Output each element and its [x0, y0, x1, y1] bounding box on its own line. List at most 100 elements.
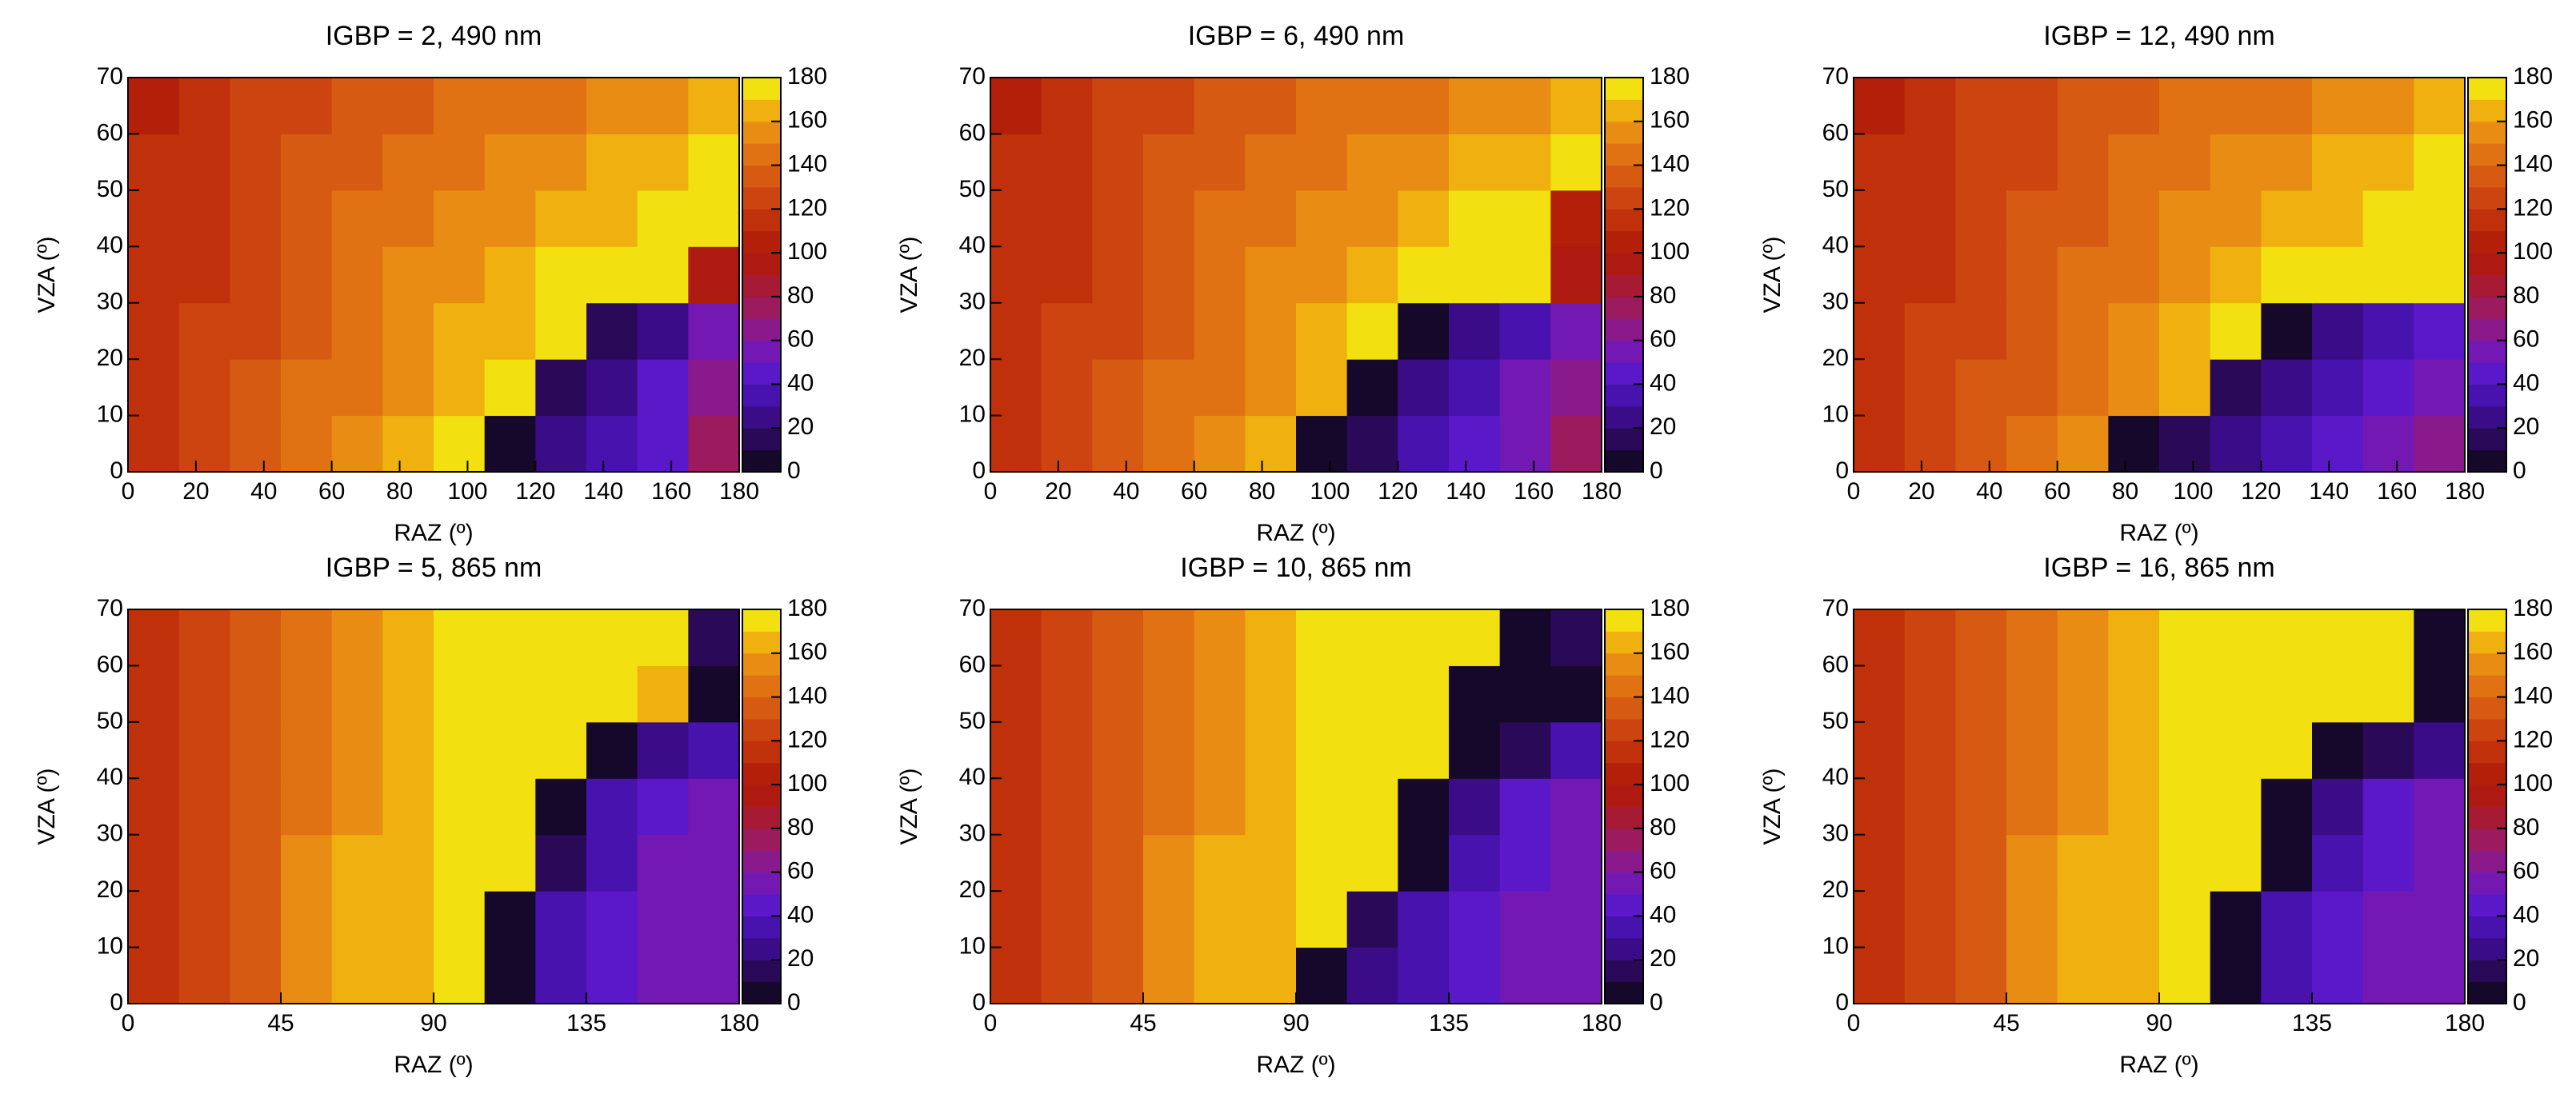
colorbar-swatch — [742, 428, 781, 451]
y-tick-label: 20 — [1822, 345, 1849, 371]
x-tick-label: 60 — [2044, 478, 2070, 505]
y-tick-label: 10 — [959, 401, 986, 427]
colorbar-tick-label: 100 — [787, 770, 827, 797]
heatmap-cell — [178, 778, 230, 836]
heatmap-cell — [1398, 359, 1450, 417]
heatmap-cell — [178, 359, 230, 417]
heatmap-cell — [586, 665, 638, 723]
heatmap-cell — [1854, 834, 1906, 892]
x-tick-label: 40 — [1976, 478, 2002, 505]
heatmap-cell — [1854, 947, 1906, 1004]
heatmap-cell — [178, 721, 230, 779]
heatmap-cell — [178, 834, 230, 892]
heatmap-cell — [1449, 415, 1501, 473]
x-tick-label: 90 — [420, 1010, 446, 1036]
y-tick-label: 10 — [959, 932, 986, 959]
heatmap-cell — [128, 947, 180, 1004]
heatmap-cell — [1449, 302, 1501, 360]
heatmap-cell — [1296, 134, 1348, 191]
plot-frame — [1853, 77, 2466, 473]
x-tick-label: 180 — [2445, 478, 2485, 505]
panel-title: IGBP = 5, 865 nm — [326, 553, 542, 583]
colorbar-swatch — [1605, 916, 1643, 939]
colorbar-tick-label: 0 — [2513, 989, 2526, 1016]
colorbar-swatch — [1605, 762, 1643, 785]
heatmap-cell — [1041, 134, 1093, 191]
colorbar-swatch — [2468, 121, 2506, 144]
heatmap-cell — [230, 778, 282, 836]
heatmap-cell — [434, 415, 486, 473]
heatmap-cell — [1194, 78, 1246, 134]
heatmap-cell — [2006, 78, 2058, 134]
colorbar-tick-label: 80 — [1650, 814, 1676, 840]
heatmap-cell — [331, 721, 383, 779]
heatmap-cell — [1041, 190, 1093, 247]
heatmap-cell — [637, 78, 689, 134]
heatmap-cell — [2261, 778, 2313, 836]
heatmap-cell — [2159, 834, 2211, 892]
heatmap-cell — [1854, 891, 1906, 948]
heatmap-cell — [331, 359, 383, 417]
heatmap-cell — [2057, 415, 2109, 473]
colorbar-swatch — [742, 143, 781, 166]
heatmap-cell — [1904, 190, 1956, 247]
heatmap-cell — [535, 721, 587, 779]
heatmap-cell — [2108, 190, 2160, 247]
heatmap-cell — [2057, 834, 2109, 892]
heatmap-cell — [434, 665, 486, 723]
heatmap-cell — [1499, 302, 1551, 360]
heatmap-cell — [2006, 415, 2058, 473]
colorbar-swatch — [2468, 718, 2506, 741]
heatmap-cell — [484, 665, 536, 723]
heatmap-cell — [1346, 721, 1398, 779]
colorbar-swatch — [742, 609, 781, 632]
heatmap-cell — [1245, 834, 1297, 892]
heatmap-cell — [586, 246, 638, 304]
heatmap-cell — [688, 78, 740, 134]
heatmap-cell — [1194, 134, 1246, 191]
heatmap-cell — [1296, 415, 1348, 473]
heatmap-cell — [128, 302, 180, 360]
heatmap-cell — [2261, 134, 2313, 191]
heatmap-cell — [990, 609, 1042, 666]
heatmap-cell — [434, 190, 486, 247]
colorbar-swatch — [742, 296, 781, 319]
heatmap-cell — [2057, 134, 2109, 191]
heatmap-cell — [1904, 78, 1956, 134]
x-tick-label: 140 — [2309, 478, 2349, 505]
heatmap-cell — [1092, 415, 1144, 473]
colorbar-tick-label: 100 — [787, 238, 827, 265]
colorbar-tick-label: 20 — [787, 945, 814, 972]
y-tick-label: 10 — [97, 401, 123, 427]
heatmap-cell — [382, 246, 434, 304]
y-tick-label: 70 — [97, 595, 123, 621]
y-tick-label: 0 — [1835, 457, 1849, 484]
heatmap-cell — [2362, 609, 2414, 666]
colorbar-swatch — [1605, 697, 1643, 720]
colorbar-swatch — [1605, 806, 1643, 829]
heatmap-cell — [1499, 190, 1551, 247]
y-axis-label: VZA (º) — [1759, 237, 1786, 313]
panel-title: IGBP = 2, 490 nm — [326, 21, 542, 51]
x-tick-label: 0 — [122, 478, 135, 505]
heatmap-cell — [1854, 665, 1906, 723]
colorbar-swatch — [742, 916, 781, 939]
heatmap-cell — [2312, 359, 2364, 417]
heatmap-cell — [2210, 778, 2262, 836]
heatmap-cell — [1245, 78, 1297, 134]
heatmap-cell — [2261, 78, 2313, 134]
heatmap-cell — [990, 947, 1042, 1004]
heatmap-cell — [230, 359, 282, 417]
heatmap-cell — [230, 834, 282, 892]
x-tick-label: 0 — [1847, 1010, 1861, 1036]
heatmap-cell — [1143, 302, 1195, 360]
heatmap-cell — [1245, 721, 1297, 779]
heatmap-cell — [128, 190, 180, 247]
heatmap-cell — [230, 78, 282, 134]
heatmap-cell — [484, 891, 536, 948]
x-tick-label: 40 — [250, 478, 277, 505]
colorbar-swatch — [2468, 631, 2506, 654]
heatmap-cell — [1194, 415, 1246, 473]
colorbar-swatch — [1605, 253, 1643, 275]
heatmap-cell — [1092, 947, 1144, 1004]
